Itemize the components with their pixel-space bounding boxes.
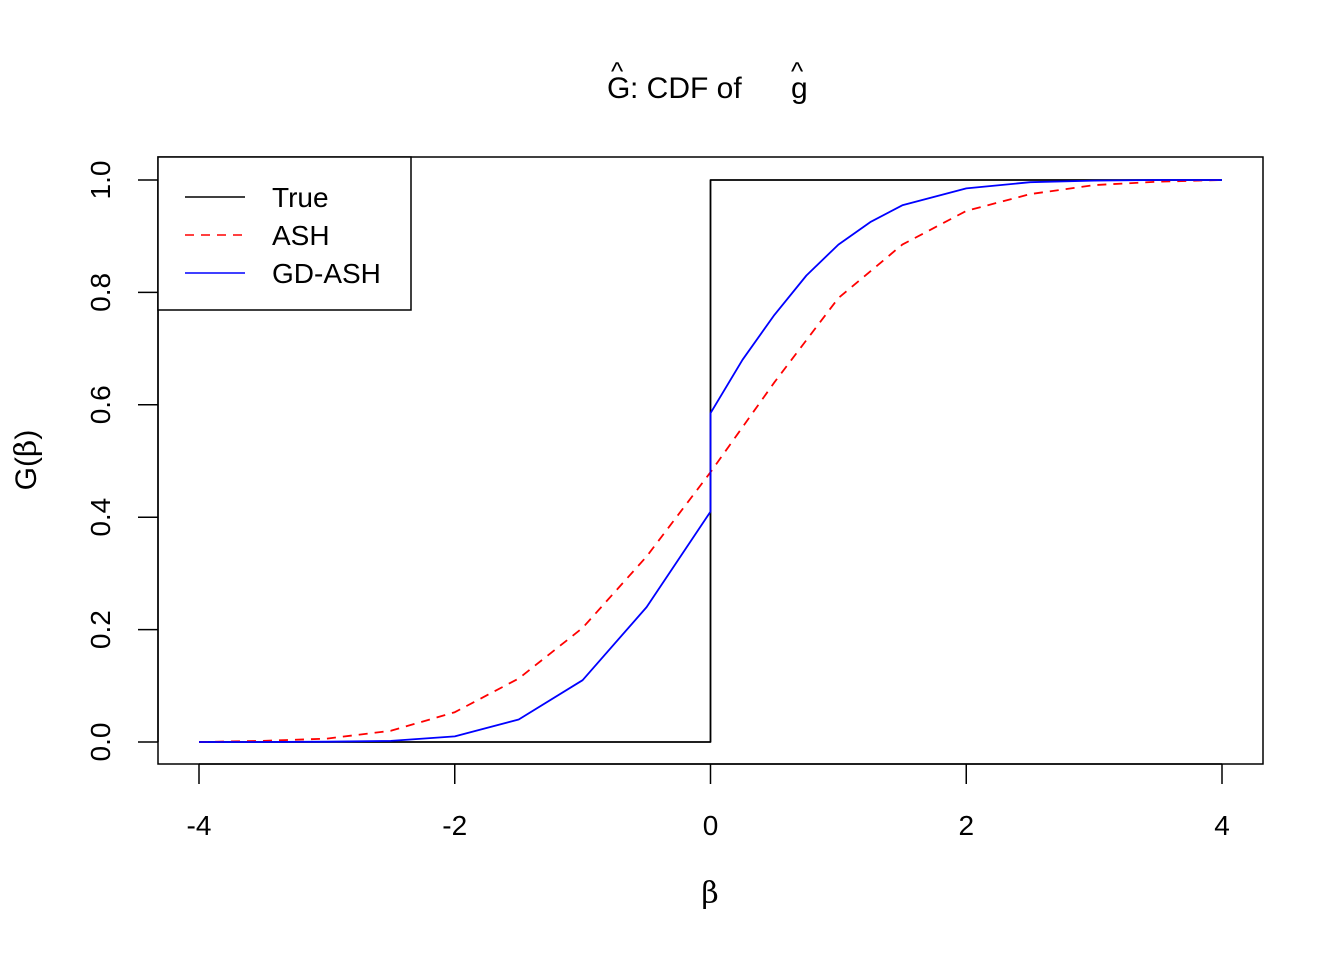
x-tick-label: 2	[958, 810, 974, 841]
y-label-paren-open: (	[10, 457, 43, 467]
y-label-paren-close: )	[10, 430, 43, 440]
y-label-G: G	[10, 467, 43, 490]
legend-label-ash: ASH	[272, 220, 330, 251]
series-layer	[198, 179, 1223, 743]
x-tick-label: -2	[442, 810, 467, 841]
title-G-hat: ^	[611, 56, 624, 86]
legend-label-gd-ash: GD-ASH	[272, 258, 381, 289]
x-axis: -4 -2 0 2 4	[187, 763, 1230, 841]
legend-box	[157, 156, 412, 311]
y-axis-label: G(β)	[9, 430, 44, 491]
y-tick-label: 0.2	[85, 610, 116, 649]
y-axis: 0.0 0.2 0.4 0.6 0.8 1.0	[85, 161, 159, 762]
x-tick-label: 0	[703, 810, 719, 841]
y-tick-label: 1.0	[85, 161, 116, 200]
title-g-hat: ^	[791, 56, 804, 86]
svg-text:G(β): G(β)	[9, 430, 44, 491]
legend-label-true: True	[272, 182, 329, 213]
y-tick-label: 0.8	[85, 273, 116, 312]
y-tick-label: 0.4	[85, 498, 116, 537]
title-g: g	[791, 72, 808, 105]
title-G: G	[607, 72, 630, 105]
x-axis-label: β	[701, 876, 718, 911]
y-tick-label: 0.6	[85, 385, 116, 424]
y-tick-label: 0.0	[85, 723, 116, 762]
series-line-gd-ash	[199, 179, 1222, 743]
title-rest: : CDF of	[630, 72, 742, 105]
chart-title: G ^ : CDF of g ^	[607, 56, 808, 105]
x-tick-label: 4	[1214, 810, 1230, 841]
x-tick-label: -4	[187, 810, 212, 841]
legend: True ASH GD-ASH	[157, 156, 412, 311]
y-label-beta: β	[9, 440, 44, 457]
